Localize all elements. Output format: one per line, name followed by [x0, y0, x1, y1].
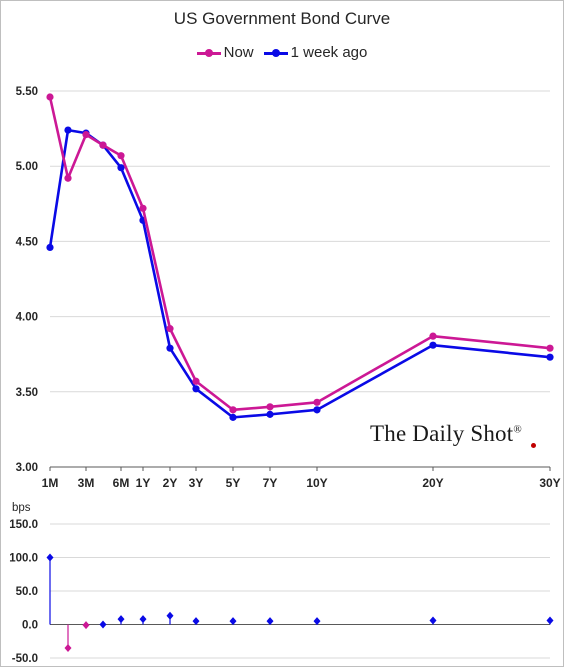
- y-tick-label: 3.50: [16, 387, 38, 399]
- data-point-1-week-ago: [46, 243, 54, 252]
- watermark-dot: [531, 443, 536, 448]
- data-point-now: [266, 403, 274, 411]
- data-point-1-week-ago: [546, 353, 554, 361]
- x-tick-label: 2Y: [163, 476, 178, 490]
- legend-label-1-week-ago: 1 week ago: [290, 44, 368, 61]
- x-tick-label: 6M: [113, 476, 130, 490]
- change-marker: [99, 620, 107, 629]
- data-point-1-week-ago: [166, 344, 174, 352]
- data-point-now: [139, 204, 147, 212]
- data-point-1-week-ago: [266, 410, 274, 418]
- data-point-1-week-ago: [429, 341, 437, 349]
- x-tick-label: 5Y: [226, 476, 241, 490]
- y-tick-label: 50.0: [16, 586, 38, 598]
- y-tick-label: 5.00: [16, 161, 38, 173]
- data-point-1-week-ago: [117, 164, 125, 172]
- data-point-now: [99, 141, 107, 149]
- change-marker: [546, 616, 554, 625]
- change-marker: [46, 553, 54, 562]
- x-tick-label: 1M: [42, 476, 59, 490]
- legend-item-1-week-ago: 1 week ago: [263, 44, 368, 61]
- change-marker: [139, 615, 147, 624]
- data-point-now: [64, 174, 72, 182]
- change-marker: [429, 616, 437, 625]
- data-point-now: [82, 131, 90, 139]
- change-marker: [166, 611, 174, 620]
- y-tick-label: 5.50: [16, 86, 38, 98]
- x-tick-label: 30Y: [539, 476, 560, 490]
- data-point-1-week-ago: [192, 385, 200, 393]
- change-marker: [64, 643, 72, 652]
- y-tick-label: 4.00: [16, 312, 38, 324]
- data-point-1-week-ago: [229, 413, 237, 421]
- data-point-1-week-ago: [313, 406, 321, 414]
- x-tick-label: 3M: [78, 476, 95, 490]
- change-marker: [313, 617, 321, 626]
- x-tick-label: 7Y: [263, 476, 278, 490]
- x-tick-label: 3Y: [189, 476, 204, 490]
- data-point-now: [117, 152, 125, 160]
- change-marker: [266, 617, 274, 626]
- y-tick-label: 0.0: [22, 620, 38, 632]
- change-marker: [192, 617, 200, 626]
- data-point-now: [229, 406, 237, 414]
- x-tick-label: 1Y: [136, 476, 151, 490]
- watermark-text: The Daily Shot: [370, 421, 514, 446]
- legend-label-now: Now: [223, 44, 254, 61]
- watermark-logo: The Daily Shot®: [370, 421, 522, 447]
- data-point-now: [46, 93, 54, 101]
- data-point-1-week-ago: [64, 126, 72, 134]
- y-axis-label: bps: [12, 502, 31, 514]
- change-marker: [82, 621, 90, 630]
- legend-swatch-now: [196, 47, 221, 59]
- y-tick-label: 100.0: [9, 553, 38, 565]
- data-point-now: [546, 344, 554, 352]
- watermark-mark: ®: [513, 423, 522, 436]
- data-point-now: [429, 332, 437, 340]
- data-point-now: [166, 325, 174, 333]
- legend-swatch-1-week-ago: [263, 47, 288, 59]
- chart-title: US Government Bond Curve: [173, 9, 391, 28]
- x-tick-label: 10Y: [306, 476, 327, 490]
- data-point-now: [192, 377, 200, 385]
- series-line-1-week-ago: [48, 128, 551, 419]
- x-tick-label: 20Y: [422, 476, 443, 490]
- legend: Now 1 week ago: [1, 44, 563, 61]
- legend-item-now: Now: [196, 44, 254, 61]
- series-line-now: [48, 96, 551, 412]
- y-tick-label: 3.00: [16, 462, 38, 474]
- change-marker: [117, 615, 125, 624]
- y-tick-label: 150.0: [9, 519, 38, 531]
- change-marker: [229, 617, 237, 626]
- data-point-now: [313, 398, 321, 406]
- y-tick-label: 4.50: [16, 236, 38, 248]
- y-tick-label: -50.0: [12, 653, 38, 665]
